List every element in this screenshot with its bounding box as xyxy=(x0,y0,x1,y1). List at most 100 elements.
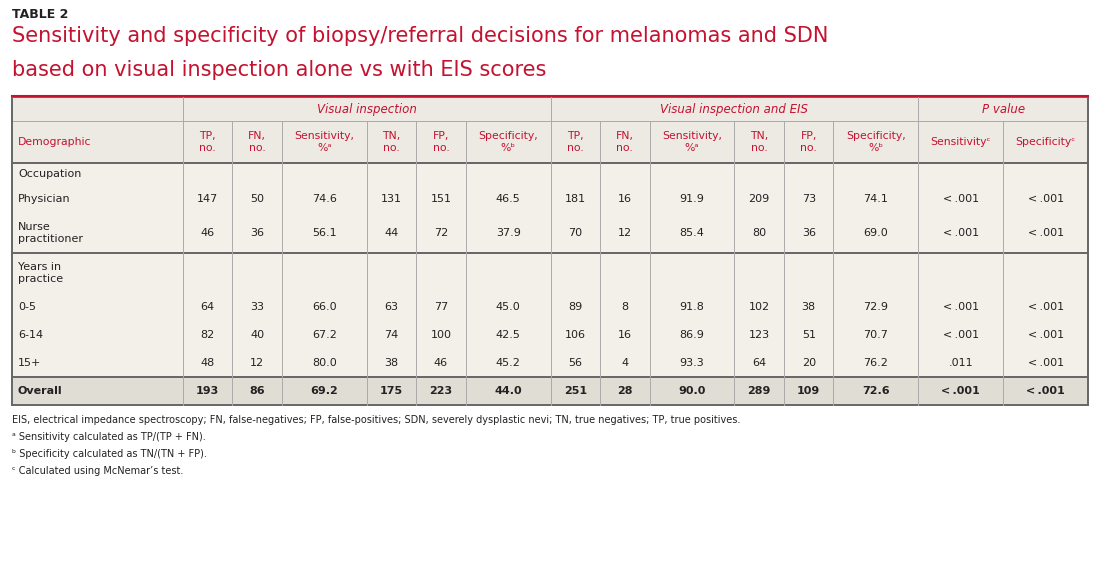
Text: based on visual inspection alone vs with EIS scores: based on visual inspection alone vs with… xyxy=(12,60,547,80)
Text: TABLE 2: TABLE 2 xyxy=(12,8,68,21)
Text: 46: 46 xyxy=(200,228,214,238)
Text: 16: 16 xyxy=(618,194,631,204)
Text: 12: 12 xyxy=(618,228,631,238)
Text: Specificity,
%ᵇ: Specificity, %ᵇ xyxy=(478,131,538,153)
Text: TN,
no.: TN, no. xyxy=(383,131,400,153)
Text: 86.9: 86.9 xyxy=(680,330,704,340)
Text: 193: 193 xyxy=(196,386,219,396)
Text: 38: 38 xyxy=(802,302,816,312)
Text: Sensitivity and specificity of biopsy/referral decisions for melanomas and SDN: Sensitivity and specificity of biopsy/re… xyxy=(12,26,828,46)
Text: 66.0: 66.0 xyxy=(312,302,337,312)
Text: 37.9: 37.9 xyxy=(496,228,520,238)
Text: 0-5: 0-5 xyxy=(18,302,36,312)
Bar xyxy=(12,349,1088,377)
Text: 42.5: 42.5 xyxy=(496,330,520,340)
Text: < .001: < .001 xyxy=(943,194,979,204)
Text: 106: 106 xyxy=(564,330,586,340)
Text: 6-14: 6-14 xyxy=(18,330,43,340)
Text: < .001: < .001 xyxy=(1027,302,1064,312)
Text: Sensitivityᶜ: Sensitivityᶜ xyxy=(931,137,991,147)
Text: < .001: < .001 xyxy=(1027,194,1064,204)
Text: < .001: < .001 xyxy=(943,330,979,340)
Text: FP,
no.: FP, no. xyxy=(801,131,817,153)
Text: ᵃ Sensitivity calculated as TP/(TP + FN).: ᵃ Sensitivity calculated as TP/(TP + FN)… xyxy=(12,432,206,442)
Text: 72.6: 72.6 xyxy=(862,386,890,396)
Bar xyxy=(12,97,1088,163)
Text: 91.8: 91.8 xyxy=(680,302,704,312)
Text: 73: 73 xyxy=(802,194,816,204)
Text: 33: 33 xyxy=(250,302,264,312)
Text: 20: 20 xyxy=(802,358,816,368)
Text: 181: 181 xyxy=(564,194,586,204)
Text: 109: 109 xyxy=(798,386,821,396)
Text: 80: 80 xyxy=(752,228,767,238)
Bar xyxy=(12,97,1088,405)
Text: 72: 72 xyxy=(433,228,448,238)
Text: .011: .011 xyxy=(948,358,974,368)
Text: EIS, electrical impedance spectroscopy; FN, false-negatives; FP, false-positives: EIS, electrical impedance spectroscopy; … xyxy=(12,415,740,425)
Text: 80.0: 80.0 xyxy=(312,358,337,368)
Text: Specificityᶜ: Specificityᶜ xyxy=(1015,137,1076,147)
Text: 289: 289 xyxy=(748,386,771,396)
Text: 74: 74 xyxy=(384,330,398,340)
Text: < .001: < .001 xyxy=(1027,358,1064,368)
Text: 44: 44 xyxy=(384,228,398,238)
Bar xyxy=(12,185,1088,213)
Text: 38: 38 xyxy=(384,358,398,368)
Bar xyxy=(12,321,1088,349)
Text: 123: 123 xyxy=(749,330,770,340)
Text: 151: 151 xyxy=(430,194,451,204)
Text: < .001: < .001 xyxy=(1027,228,1064,238)
Text: 100: 100 xyxy=(430,330,451,340)
Text: 69.0: 69.0 xyxy=(864,228,888,238)
Text: 175: 175 xyxy=(379,386,403,396)
Text: 69.2: 69.2 xyxy=(310,386,338,396)
Text: 56.1: 56.1 xyxy=(312,228,337,238)
Text: 131: 131 xyxy=(381,194,402,204)
Text: < .001: < .001 xyxy=(943,302,979,312)
Text: 40: 40 xyxy=(250,330,264,340)
Bar xyxy=(12,377,1088,405)
Bar xyxy=(12,213,1088,253)
Text: TP,
no.: TP, no. xyxy=(199,131,216,153)
Text: Visual inspection: Visual inspection xyxy=(317,103,417,116)
Text: FN,
no.: FN, no. xyxy=(249,131,266,153)
Text: 15+: 15+ xyxy=(18,358,42,368)
Text: FN,
no.: FN, no. xyxy=(616,131,634,153)
Text: ᵇ Specificity calculated as TN/(TN + FP).: ᵇ Specificity calculated as TN/(TN + FP)… xyxy=(12,449,207,459)
Text: 93.3: 93.3 xyxy=(680,358,704,368)
Text: 85.4: 85.4 xyxy=(680,228,704,238)
Text: TN,
no.: TN, no. xyxy=(750,131,768,153)
Bar xyxy=(12,163,1088,185)
Text: 36: 36 xyxy=(250,228,264,238)
Text: 102: 102 xyxy=(749,302,770,312)
Text: 45.0: 45.0 xyxy=(496,302,520,312)
Text: Specificity,
%ᵇ: Specificity, %ᵇ xyxy=(846,131,905,153)
Text: Visual inspection and EIS: Visual inspection and EIS xyxy=(660,103,808,116)
Text: 70: 70 xyxy=(569,228,582,238)
Text: 28: 28 xyxy=(617,386,632,396)
Text: Overall: Overall xyxy=(18,386,63,396)
Text: 46.5: 46.5 xyxy=(496,194,520,204)
Text: 76.2: 76.2 xyxy=(864,358,889,368)
Text: < .001: < .001 xyxy=(943,228,979,238)
Text: Occupation: Occupation xyxy=(18,169,81,179)
Text: FP,
no.: FP, no. xyxy=(432,131,450,153)
Text: 67.2: 67.2 xyxy=(312,330,337,340)
Text: 44.0: 44.0 xyxy=(494,386,522,396)
Text: < .001: < .001 xyxy=(1027,330,1064,340)
Text: 12: 12 xyxy=(250,358,264,368)
Text: TP,
no.: TP, no. xyxy=(566,131,584,153)
Text: 46: 46 xyxy=(433,358,448,368)
Text: 50: 50 xyxy=(250,194,264,204)
Text: 72.9: 72.9 xyxy=(864,302,889,312)
Text: 77: 77 xyxy=(433,302,448,312)
Text: Sensitivity,
%ᵃ: Sensitivity, %ᵃ xyxy=(662,131,722,153)
Bar xyxy=(12,293,1088,321)
Text: Nurse
practitioner: Nurse practitioner xyxy=(18,222,82,244)
Text: P value: P value xyxy=(981,103,1025,116)
Text: 89: 89 xyxy=(569,302,583,312)
Text: < .001: < .001 xyxy=(942,386,980,396)
Text: Physician: Physician xyxy=(18,194,70,204)
Text: 4: 4 xyxy=(621,358,628,368)
